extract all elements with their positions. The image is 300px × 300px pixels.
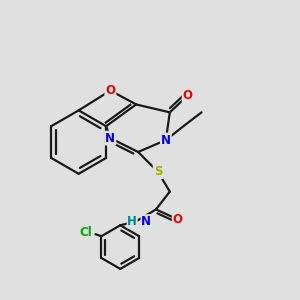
Text: S: S [154, 165, 162, 178]
Text: N: N [161, 134, 171, 147]
Text: H: H [127, 215, 137, 228]
Text: Cl: Cl [79, 226, 92, 239]
Text: O: O [183, 89, 193, 102]
Text: O: O [173, 213, 183, 226]
Text: N: N [141, 215, 151, 228]
Text: O: O [105, 84, 116, 97]
Text: N: N [105, 132, 116, 145]
